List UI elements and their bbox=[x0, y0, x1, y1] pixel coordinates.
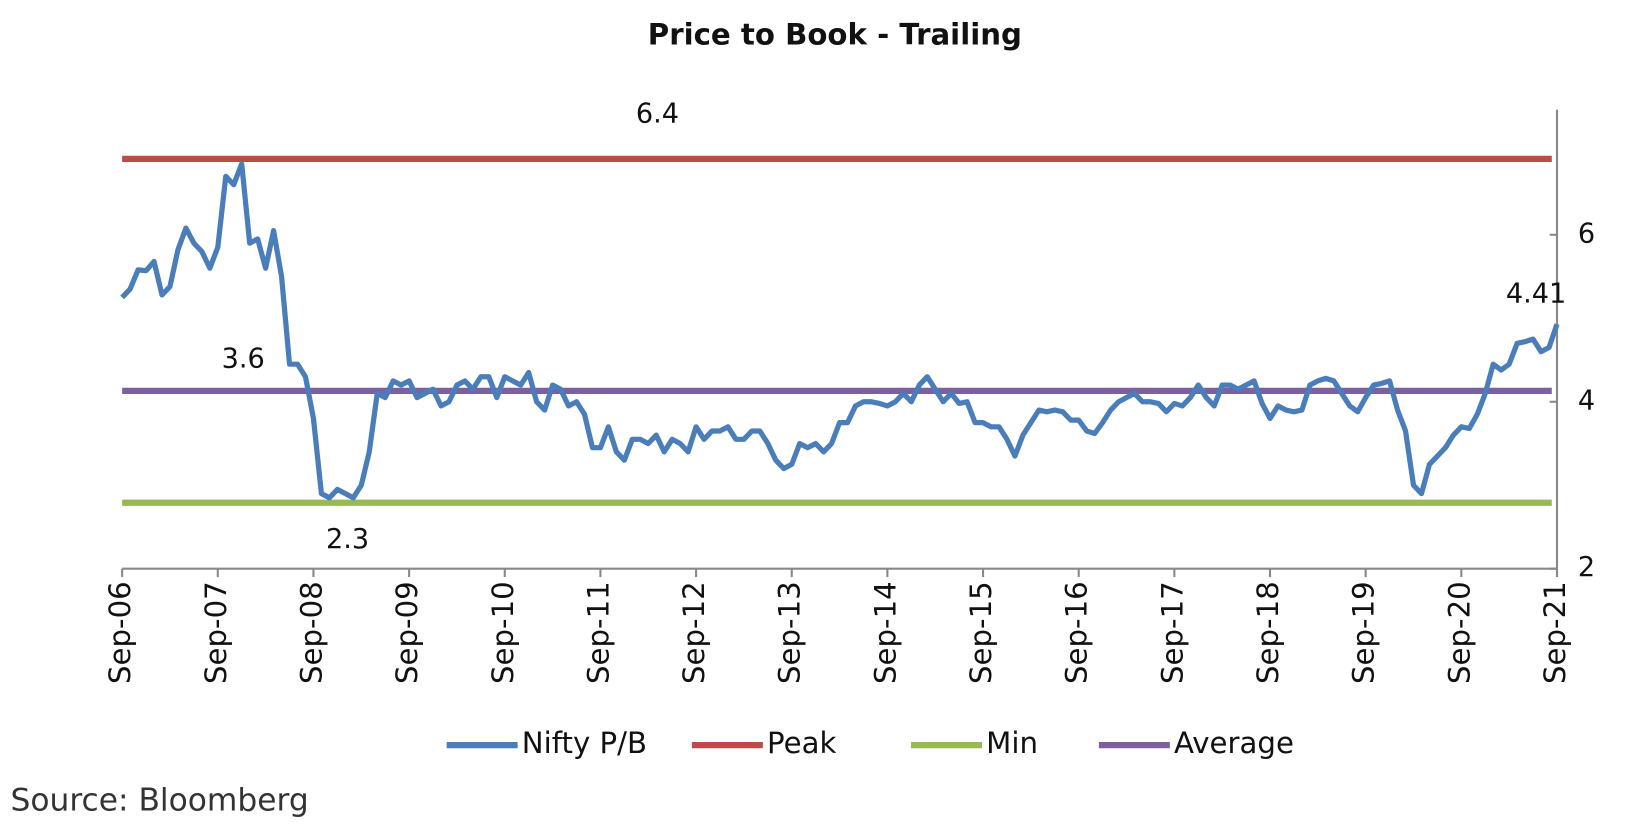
x-tick-label: Sep-13 bbox=[773, 581, 807, 684]
source: Source: Bloomberg bbox=[10, 782, 308, 818]
x-tick-label: Sep-16 bbox=[1060, 581, 1094, 684]
x-tick-label: Sep-06 bbox=[103, 581, 137, 684]
x-tick-label: Sep-14 bbox=[868, 581, 902, 684]
annotation: 2.3 bbox=[326, 524, 369, 555]
x-tick-label: Sep-21 bbox=[1538, 581, 1572, 684]
chart-title: Price to Book - Trailing bbox=[648, 18, 1022, 52]
x-tick-label: Sep-07 bbox=[199, 581, 233, 684]
y-tick-label: 6 bbox=[1578, 218, 1595, 249]
x-tick-label: Sep-19 bbox=[1347, 581, 1381, 684]
y-tick-label: 2 bbox=[1578, 552, 1595, 583]
x-tick-label: Sep-12 bbox=[677, 581, 711, 684]
x-tick-label: Sep-10 bbox=[486, 581, 520, 684]
x-tick-label: Sep-09 bbox=[390, 581, 424, 684]
legend-label: Min bbox=[986, 726, 1038, 760]
x-tick-label: Sep-20 bbox=[1442, 581, 1476, 684]
legend-label: Nifty P/B bbox=[522, 726, 647, 760]
x-tick-label: Sep-08 bbox=[294, 581, 328, 684]
annotation: 3.6 bbox=[222, 344, 265, 375]
x-tick-label: Sep-17 bbox=[1155, 581, 1189, 684]
x-tick-label: Sep-18 bbox=[1251, 581, 1285, 684]
legend-label: Peak bbox=[767, 726, 836, 760]
x-tick-label: Sep-15 bbox=[964, 581, 998, 684]
x-tick-label: Sep-11 bbox=[581, 581, 615, 684]
y-tick-label: 4 bbox=[1578, 385, 1595, 416]
legend-label: Average bbox=[1174, 726, 1294, 760]
annotation: 4.41 bbox=[1506, 278, 1566, 309]
series-line bbox=[120, 161, 1560, 501]
annotation: 6.4 bbox=[636, 98, 679, 129]
